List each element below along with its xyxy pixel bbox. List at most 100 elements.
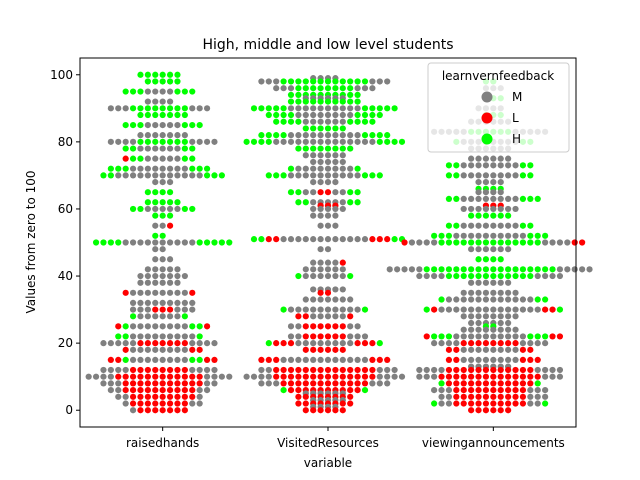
- swarm-point-M: [211, 380, 218, 387]
- swarm-point-H: [347, 91, 354, 98]
- swarm-point-M: [92, 373, 100, 380]
- swarm-point-L: [211, 356, 218, 364]
- swarm-point-H: [423, 306, 430, 313]
- swarm-point-M: [332, 266, 339, 273]
- swarm-point-H: [137, 111, 144, 119]
- swarm-point-H: [369, 105, 376, 112]
- swarm-point-M: [386, 266, 393, 273]
- swarm-point-M: [181, 272, 188, 280]
- swarm-point-M: [295, 323, 302, 330]
- swarm-point-H: [468, 239, 475, 246]
- swarm-point-M: [295, 172, 302, 179]
- swarm-point-M: [302, 105, 309, 112]
- swarm-point-L: [347, 400, 354, 407]
- swarm-point-H: [152, 189, 159, 196]
- swarm-point-M: [144, 165, 151, 172]
- swarm-point-L: [475, 366, 482, 374]
- swarm-point-H: [505, 272, 512, 280]
- swarm-point-M: [542, 239, 549, 246]
- swarm-point-L: [453, 373, 460, 380]
- swarm-point-L: [354, 380, 361, 387]
- swarm-point-H: [369, 132, 376, 139]
- swarm-point-M: [512, 205, 519, 213]
- swarm-point-M: [505, 306, 512, 313]
- swarm-point-M: [317, 236, 324, 243]
- swarm-point-M: [453, 296, 460, 303]
- swarm-point-M: [527, 340, 534, 347]
- swarm-point-L: [317, 346, 324, 353]
- swarm-point-L: [317, 407, 324, 414]
- swarm-point-L: [376, 236, 383, 243]
- swarm-point-M: [339, 105, 346, 112]
- swarm-point-L: [152, 340, 159, 347]
- swarm-point-M: [542, 272, 549, 280]
- swarm-point-M: [144, 88, 151, 95]
- swarm-point-H: [211, 172, 218, 179]
- swarm-point-L: [196, 380, 203, 387]
- swarm-point-M: [122, 366, 129, 374]
- swarm-point-M: [166, 145, 174, 152]
- swarm-point-M: [490, 189, 497, 196]
- swarm-point-H: [445, 266, 453, 273]
- swarm-point-L: [310, 373, 317, 380]
- swarm-point-H: [519, 222, 527, 229]
- swarm-point-L: [295, 366, 302, 374]
- swarm-point-M: [549, 239, 556, 246]
- swarm-point-L: [159, 407, 166, 414]
- swarm-point-M: [196, 387, 203, 394]
- swarm-point-H: [310, 78, 317, 85]
- swarm-point-H: [361, 105, 369, 112]
- swarm-point-H: [265, 172, 272, 179]
- swarm-point-M: [317, 172, 324, 179]
- swarm-point-M: [295, 340, 302, 347]
- swarm-point-M: [460, 306, 467, 313]
- swarm-point-M: [174, 279, 181, 286]
- swarm-point-H: [324, 78, 332, 85]
- swarm-point-M: [152, 266, 159, 273]
- swarm-point-L: [497, 340, 504, 347]
- swarm-point-L: [490, 380, 497, 387]
- swarm-point-M: [423, 373, 430, 380]
- swarm-point-L: [174, 380, 181, 387]
- swarm-point-H: [527, 232, 534, 239]
- swarm-point-H: [445, 162, 453, 169]
- swarm-point-L: [497, 380, 504, 387]
- swarm-point-L: [347, 380, 354, 387]
- swarm-point-L: [445, 380, 453, 387]
- swarm-point-H: [497, 212, 504, 219]
- swarm-point-M: [556, 373, 564, 380]
- swarm-point-H: [354, 111, 361, 119]
- swarm-point-M: [453, 333, 460, 340]
- swarm-point-M: [302, 132, 309, 139]
- swarm-point-M: [347, 306, 354, 313]
- swarm-point-M: [354, 236, 361, 243]
- swarm-point-M: [107, 105, 114, 112]
- swarm-point-L: [287, 387, 295, 394]
- swarm-point-M: [152, 256, 159, 263]
- swarm-point-M: [460, 195, 467, 202]
- swarm-point-M: [408, 266, 416, 273]
- swarm-point-M: [159, 256, 166, 263]
- swarm-point-H: [445, 232, 453, 239]
- swarm-point-H: [519, 239, 527, 246]
- swarm-point-H: [137, 88, 144, 95]
- swarm-point-H: [122, 88, 129, 95]
- swarm-point-H: [273, 132, 280, 139]
- swarm-point-H: [129, 205, 137, 213]
- swarm-point-H: [482, 239, 490, 246]
- swarm-point-L: [339, 323, 346, 330]
- swarm-point-M: [556, 272, 564, 280]
- swarm-point-H: [324, 85, 332, 92]
- swarm-point-L: [460, 366, 467, 374]
- swarm-point-M: [384, 380, 391, 387]
- swarm-point-M: [226, 373, 233, 380]
- swarm-point-M: [144, 172, 151, 179]
- swarm-point-M: [295, 333, 302, 340]
- swarm-point-H: [280, 78, 287, 85]
- swarm-point-M: [497, 155, 504, 162]
- swarm-point-M: [438, 340, 445, 347]
- swarm-point-H: [460, 272, 467, 280]
- swarm-point-H: [354, 91, 361, 98]
- swarm-point-M: [324, 222, 332, 229]
- swarm-point-L: [174, 407, 181, 414]
